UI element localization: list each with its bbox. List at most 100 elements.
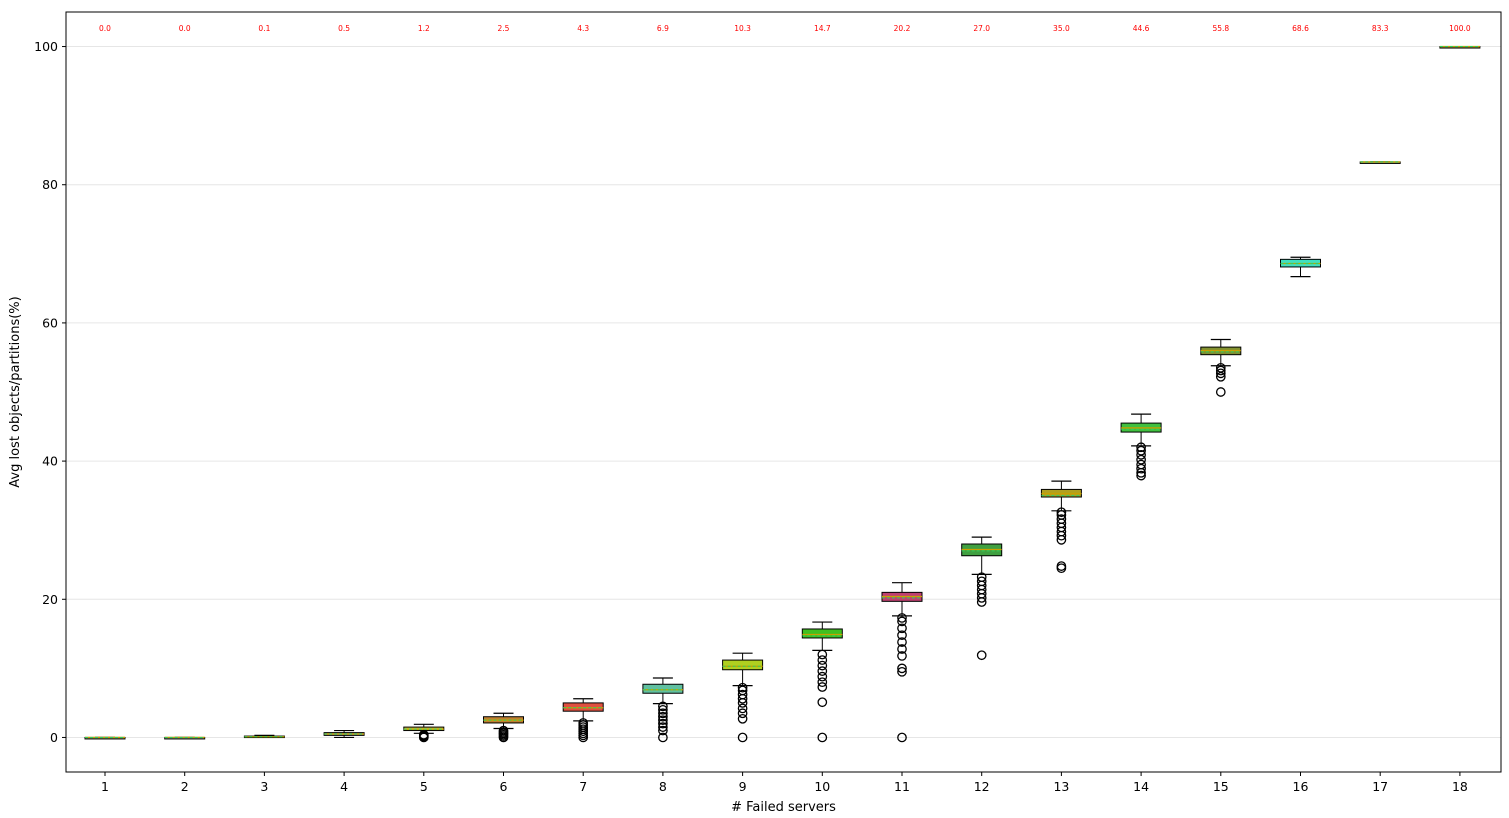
box-6 <box>483 712 524 743</box>
mean-value-label: 100.0 <box>1449 24 1471 33</box>
outlier-point <box>817 666 828 676</box>
outlier-point <box>897 732 907 743</box>
box-16 <box>1280 256 1321 278</box>
outlier-point <box>897 666 907 677</box>
outlier-point <box>1136 470 1146 481</box>
box-12 <box>961 536 1003 661</box>
box-8 <box>642 677 684 743</box>
x-tick-label: 9 <box>739 779 747 794</box>
outlier-point <box>817 732 828 743</box>
mean-value-label: 14.7 <box>814 24 831 33</box>
outlier-point <box>897 663 907 674</box>
outlier-point <box>1056 507 1067 518</box>
x-tick-label: 14 <box>1133 779 1149 794</box>
x-tick-label: 13 <box>1053 779 1069 794</box>
outlier-point <box>976 572 987 583</box>
x-tick-label: 10 <box>814 779 830 794</box>
box-17 <box>1359 161 1401 164</box>
iqr-box <box>642 683 684 694</box>
box-4 <box>323 729 365 739</box>
outlier-point <box>658 732 668 743</box>
x-tick-label: 15 <box>1213 779 1229 794</box>
outlier-point <box>817 660 828 671</box>
outlier-point <box>498 725 509 736</box>
x-axis-label: # Failed servers <box>731 800 836 815</box>
y-tick-label: 80 <box>42 177 58 192</box>
mean-value-label: 0.0 <box>99 24 111 33</box>
outlier-point <box>658 722 668 732</box>
mean-value-label: 10.3 <box>734 24 751 33</box>
mean-value-label: 6.9 <box>657 24 669 33</box>
outlier-point <box>737 713 748 724</box>
outlier-point <box>817 677 828 688</box>
outlier-point <box>658 718 668 729</box>
outlier-point <box>897 616 907 627</box>
outlier-point <box>817 649 828 660</box>
x-tick-label: 12 <box>974 779 990 794</box>
outlier-point <box>897 623 907 634</box>
box-1 <box>84 736 126 740</box>
outlier-point <box>658 725 668 736</box>
x-tick-label: 2 <box>181 779 189 794</box>
outlier-point <box>817 655 828 665</box>
outlier-point <box>1136 450 1146 460</box>
mean-value-label: 0.1 <box>258 24 270 33</box>
mean-value-label: 55.8 <box>1212 24 1229 33</box>
y-tick-label: 40 <box>42 454 58 469</box>
mean-value-label: 4.3 <box>577 24 589 33</box>
mean-value-label: 0.5 <box>338 24 350 33</box>
mean-value-label: 68.6 <box>1292 24 1309 33</box>
y-tick-label: 0 <box>50 730 58 745</box>
outlier-point <box>817 682 828 692</box>
outlier-point <box>817 671 828 682</box>
outlier-point <box>737 703 748 714</box>
outlier-point <box>897 644 907 654</box>
x-tick-label: 7 <box>579 779 587 794</box>
outlier-point <box>1056 510 1067 520</box>
iqr-box <box>562 702 604 712</box>
mean-value-label: 35.0 <box>1053 24 1070 33</box>
outlier-point <box>1215 387 1226 397</box>
outlier-point <box>418 729 429 740</box>
mean-value-label: 20.2 <box>894 24 911 33</box>
x-tick-label: 4 <box>340 779 348 794</box>
y-axis-ticks: 0 20 40 60 80 100 <box>34 39 66 745</box>
outlier-point <box>897 651 907 661</box>
mean-value-label: 1.2 <box>418 24 430 33</box>
mean-value-label: 44.6 <box>1133 24 1150 33</box>
outlier-point <box>1215 365 1226 376</box>
y-tick-label: 20 <box>42 592 58 607</box>
outlier-point <box>737 685 748 696</box>
outlier-point <box>1215 368 1226 379</box>
outlier-point <box>737 689 748 700</box>
y-axis-label: Avg lost objects/partitions(%) <box>8 296 23 487</box>
outlier-point <box>1136 459 1146 470</box>
box-3 <box>243 734 285 739</box>
box-9 <box>722 652 764 743</box>
grid-lines <box>66 46 1501 738</box>
outlier-point <box>737 708 748 719</box>
outlier-point <box>658 704 668 715</box>
box-15 <box>1200 338 1242 397</box>
x-tick-label: 6 <box>500 779 508 794</box>
outlier-point <box>976 650 987 661</box>
y-tick-label: 60 <box>42 315 58 330</box>
outlier-point <box>1136 442 1146 453</box>
outlier-point <box>737 682 748 693</box>
outlier-point <box>1056 514 1067 524</box>
iqr-box <box>722 659 764 671</box>
mean-value-label: 83.3 <box>1372 24 1389 33</box>
mean-labels: 0.0 0.0 0.1 0.5 1.2 2.5 4.3 6.9 10.3 14.7 20.2 27.0… <box>99 24 1471 33</box>
x-tick-label: 11 <box>894 779 910 794</box>
iqr-box <box>801 628 843 639</box>
outlier-point <box>897 637 907 647</box>
mean-value-label: 27.0 <box>973 24 990 33</box>
box-13 <box>1040 480 1082 574</box>
outlier-point <box>578 718 589 728</box>
box-14 <box>1120 413 1162 481</box>
box-18 <box>1439 45 1481 49</box>
mean-value-label: 2.5 <box>498 24 510 33</box>
x-tick-label: 3 <box>260 779 268 794</box>
box-7 <box>562 698 604 743</box>
